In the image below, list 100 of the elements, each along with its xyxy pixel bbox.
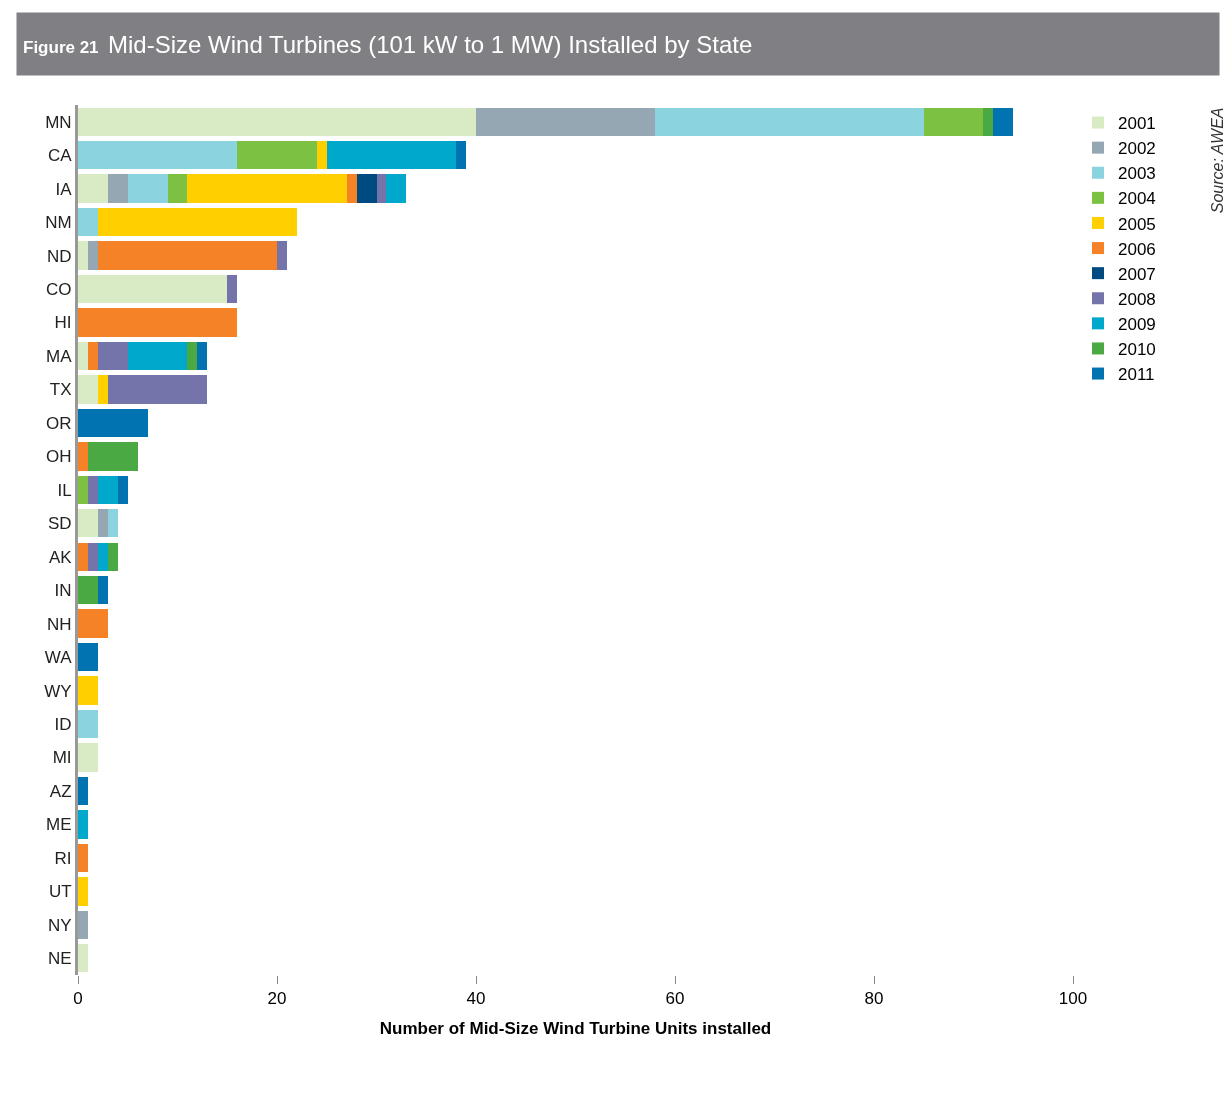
bar xyxy=(78,743,98,772)
source-note: Source: AWEA xyxy=(1209,107,1227,214)
y-tick-label: IA xyxy=(55,179,73,199)
bar xyxy=(476,107,656,136)
bar xyxy=(97,375,108,404)
y-tick-label: IN xyxy=(54,581,72,601)
y-tick-label: RI xyxy=(54,848,72,868)
y-tick-label: WY xyxy=(44,681,72,701)
bar xyxy=(78,274,228,304)
bar xyxy=(78,575,98,605)
legend-label: 2009 xyxy=(1117,314,1156,334)
bar xyxy=(78,676,98,705)
bar xyxy=(356,174,377,203)
y-tick-label: OR xyxy=(46,413,72,433)
legend-label: 2008 xyxy=(1117,289,1156,309)
legend-label: 2005 xyxy=(1117,214,1156,234)
y-tick-label: ID xyxy=(54,714,72,734)
legend-label: 2006 xyxy=(1117,239,1156,259)
bar xyxy=(78,241,88,270)
bar xyxy=(97,575,108,605)
bar xyxy=(107,542,118,571)
bar xyxy=(316,140,327,170)
bar xyxy=(78,843,88,873)
bar xyxy=(97,241,277,270)
bar xyxy=(97,341,128,371)
bar xyxy=(78,140,238,170)
bar xyxy=(655,107,924,136)
y-tick-label: MA xyxy=(46,346,73,366)
bar xyxy=(97,509,108,538)
bar xyxy=(187,174,347,203)
legend-label: 2011 xyxy=(1117,365,1155,385)
bar xyxy=(78,776,88,806)
bar xyxy=(78,910,88,940)
chart-subtitle: Mid-Size Wind Turbines (101 kW to 1 MW) Installed by State xyxy=(108,30,753,58)
bar xyxy=(923,107,984,136)
bar xyxy=(993,107,1014,136)
bar xyxy=(78,207,98,237)
y-tick-label: NM xyxy=(45,213,72,233)
y-tick-label: AZ xyxy=(49,781,72,801)
bar xyxy=(127,341,188,371)
chart-title: Figure 21 xyxy=(23,37,99,57)
bar xyxy=(167,174,188,203)
y-tick-label: MN xyxy=(45,112,72,132)
x-tick-label: 40 xyxy=(466,989,486,1009)
bar xyxy=(78,341,88,371)
bar xyxy=(97,207,297,237)
bar xyxy=(78,509,98,538)
bar xyxy=(117,475,128,505)
legend-label: 2003 xyxy=(1117,164,1156,184)
bar xyxy=(376,174,387,203)
y-tick-label: WA xyxy=(44,648,73,668)
x-tick-label: 100 xyxy=(1058,989,1088,1009)
bar xyxy=(87,475,98,505)
y-tick-label: OH xyxy=(46,447,72,467)
y-tick-label: CO xyxy=(46,279,72,299)
y-tick-label: AK xyxy=(48,547,73,567)
legend-label: 2007 xyxy=(1117,264,1156,284)
bar xyxy=(187,341,198,371)
bar xyxy=(107,509,118,538)
y-tick-label: NH xyxy=(47,614,72,634)
bar xyxy=(78,475,88,505)
y-tick-label: ME xyxy=(46,815,72,835)
x-tick-label: 0 xyxy=(73,989,83,1009)
bar xyxy=(237,140,317,170)
bar xyxy=(78,877,88,906)
bar xyxy=(78,542,88,571)
bar xyxy=(97,542,108,571)
bar xyxy=(386,174,407,203)
bar xyxy=(127,174,168,203)
bar xyxy=(983,107,994,136)
y-tick-label: IL xyxy=(57,480,72,500)
bar xyxy=(346,174,357,203)
bar xyxy=(227,274,238,304)
x-axis-title: Number of Mid-Size Wind Turbine Units installed xyxy=(379,1018,772,1038)
bar xyxy=(87,341,98,371)
legend-label: 2004 xyxy=(1117,189,1156,209)
y-tick-label: TX xyxy=(49,380,72,400)
bar xyxy=(78,375,98,404)
bar xyxy=(78,107,476,136)
y-tick-label: MI xyxy=(52,748,72,768)
x-tick-label: 20 xyxy=(267,989,287,1009)
y-tick-label: NY xyxy=(47,915,72,935)
bar xyxy=(107,174,128,203)
bar xyxy=(456,140,467,170)
bar xyxy=(78,442,88,471)
x-tick-label: 60 xyxy=(665,989,685,1009)
bar xyxy=(78,174,108,203)
bar xyxy=(78,408,148,438)
legend-label: 2001 xyxy=(1117,114,1156,134)
bar xyxy=(87,442,138,471)
y-tick-label: ND xyxy=(47,246,72,266)
bar xyxy=(78,944,88,973)
y-tick-label: HI xyxy=(54,313,72,333)
bar xyxy=(87,241,98,270)
legend-label: 2010 xyxy=(1117,340,1156,360)
bar xyxy=(78,810,88,839)
bar xyxy=(87,542,98,571)
y-tick-label: NE xyxy=(47,949,72,969)
legend-label: 2002 xyxy=(1117,139,1156,159)
bar xyxy=(197,341,208,371)
